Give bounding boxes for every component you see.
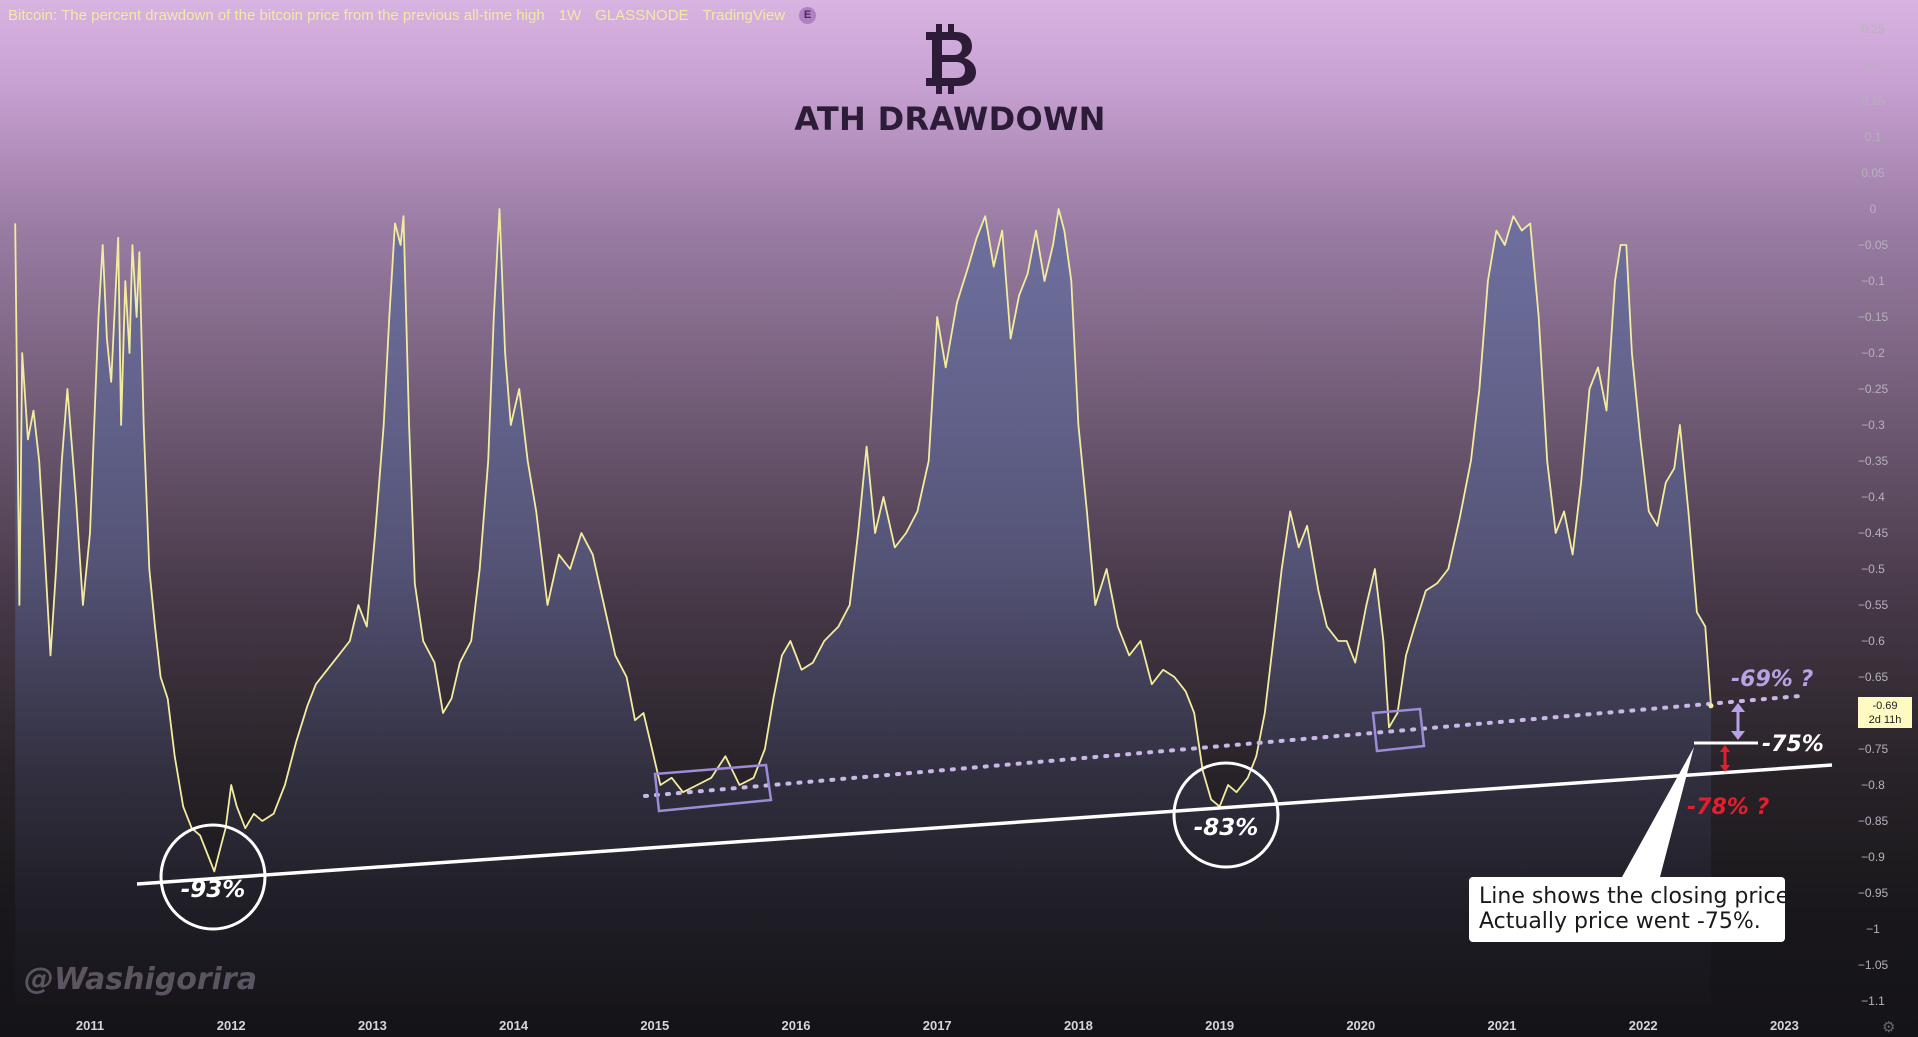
- bottom-range-box-2020[interactable]: [1371, 707, 1426, 753]
- bitcoin-b-icon: [926, 24, 976, 94]
- level-label: -75%: [1762, 732, 1824, 757]
- dotted-trendline[interactable]: [643, 694, 1802, 798]
- x-tick-label: 2021: [1488, 1018, 1517, 1033]
- last-price-tag: -0.69 2d 11h: [1858, 697, 1912, 728]
- y-tick-label: −0.1: [1861, 274, 1885, 288]
- bottom-circle-label: -83%: [1194, 815, 1259, 841]
- gap-arrow-purple-head-down: [1731, 731, 1745, 740]
- y-tick-label: −1.05: [1858, 958, 1889, 972]
- x-tick-label: 2022: [1629, 1018, 1658, 1033]
- callout-box: Line shows the closing price. Actually p…: [1469, 877, 1797, 942]
- x-tick-label: 2011: [76, 1018, 104, 1033]
- x-tick-label: 2016: [782, 1018, 811, 1033]
- bar-countdown: 2d 11h: [1868, 714, 1902, 726]
- y-tick-label: −0.35: [1858, 454, 1889, 468]
- y-tick-label: −0.15: [1858, 310, 1889, 324]
- x-tick-label: 2020: [1346, 1018, 1375, 1033]
- y-tick-label: −0.55: [1858, 598, 1889, 612]
- y-tick-label: −0.4: [1861, 490, 1885, 504]
- y-tick-label: 0.05: [1861, 166, 1885, 180]
- header-platform: TradingView: [702, 7, 786, 24]
- y-tick-label: −0.5: [1861, 562, 1885, 576]
- bottom-range-box-2015[interactable]: [653, 763, 773, 813]
- chart-header: Bitcoin: The percent drawdown of the bit…: [8, 7, 817, 24]
- support-trendline[interactable]: [136, 763, 1833, 886]
- level-label: -78% ?: [1687, 795, 1769, 820]
- callout-pointer: [1622, 747, 1694, 877]
- x-tick-label: 2013: [358, 1018, 387, 1033]
- callout-line-1: Line shows the closing price.: [1479, 884, 1797, 909]
- series-line: [14, 208, 1712, 873]
- y-tick-label: 0.1: [1865, 130, 1882, 144]
- y-tick-label: −0.3: [1861, 418, 1885, 432]
- y-tick-label: −0.9: [1861, 850, 1885, 864]
- x-tick-label: 2017: [923, 1018, 952, 1033]
- watermark: @Washigorira: [24, 962, 257, 997]
- header-title: Bitcoin: The percent drawdown of the bit…: [8, 7, 545, 24]
- y-tick-label: −0.2: [1861, 346, 1885, 360]
- y-tick-label: −1: [1866, 922, 1880, 936]
- x-tick-label: 2023: [1770, 1018, 1799, 1033]
- gap-arrow-red-head-down: [1720, 765, 1730, 772]
- bottom-circle[interactable]: [159, 823, 267, 931]
- callout-line-2: Actually price went -75%.: [1479, 909, 1761, 934]
- y-tick-label: 0.2: [1865, 58, 1882, 72]
- last-price-value: -0.69: [1872, 700, 1898, 712]
- bottom-circle-label: -93%: [181, 877, 246, 903]
- y-tick-label: 0.15: [1861, 94, 1885, 108]
- y-tick-label: −0.05: [1858, 238, 1889, 252]
- settings-gear-icon[interactable]: ⚙: [1882, 1019, 1896, 1036]
- header-source: GLASSNODE: [595, 7, 689, 24]
- y-tick-label: 0.25: [1861, 22, 1885, 36]
- y-tick-label: −0.75: [1858, 742, 1889, 756]
- header-interval[interactable]: 1W: [558, 7, 582, 24]
- y-tick-label: −0.8: [1861, 778, 1885, 792]
- level-label: -69% ?: [1731, 667, 1813, 692]
- y-tick-label: −0.6: [1861, 634, 1885, 648]
- y-tick-label: −1.1: [1861, 994, 1885, 1008]
- chart-title: ATH DRAWDOWN: [794, 100, 1106, 138]
- x-tick-label: 2014: [499, 1018, 529, 1033]
- gap-arrow-purple-head-up: [1731, 703, 1745, 712]
- y-tick-label: −0.65: [1858, 670, 1889, 684]
- y-tick-label: 0: [1870, 202, 1877, 216]
- x-tick-label: 2012: [217, 1018, 246, 1033]
- gap-arrow-red-head-up: [1720, 745, 1730, 752]
- series-area: [15, 209, 1712, 1005]
- y-tick-label: −0.25: [1858, 382, 1889, 396]
- last-point-marker: [1708, 703, 1714, 709]
- bottom-circle[interactable]: [1172, 761, 1280, 869]
- y-tick-label: −0.45: [1858, 526, 1889, 540]
- earnings-badge[interactable]: E: [799, 7, 817, 24]
- y-tick-label: −0.85: [1858, 814, 1889, 828]
- x-tick-label: 2015: [640, 1018, 669, 1033]
- y-tick-label: −0.95: [1858, 886, 1889, 900]
- x-tick-label: 2019: [1205, 1018, 1234, 1033]
- x-tick-label: 2018: [1064, 1018, 1093, 1033]
